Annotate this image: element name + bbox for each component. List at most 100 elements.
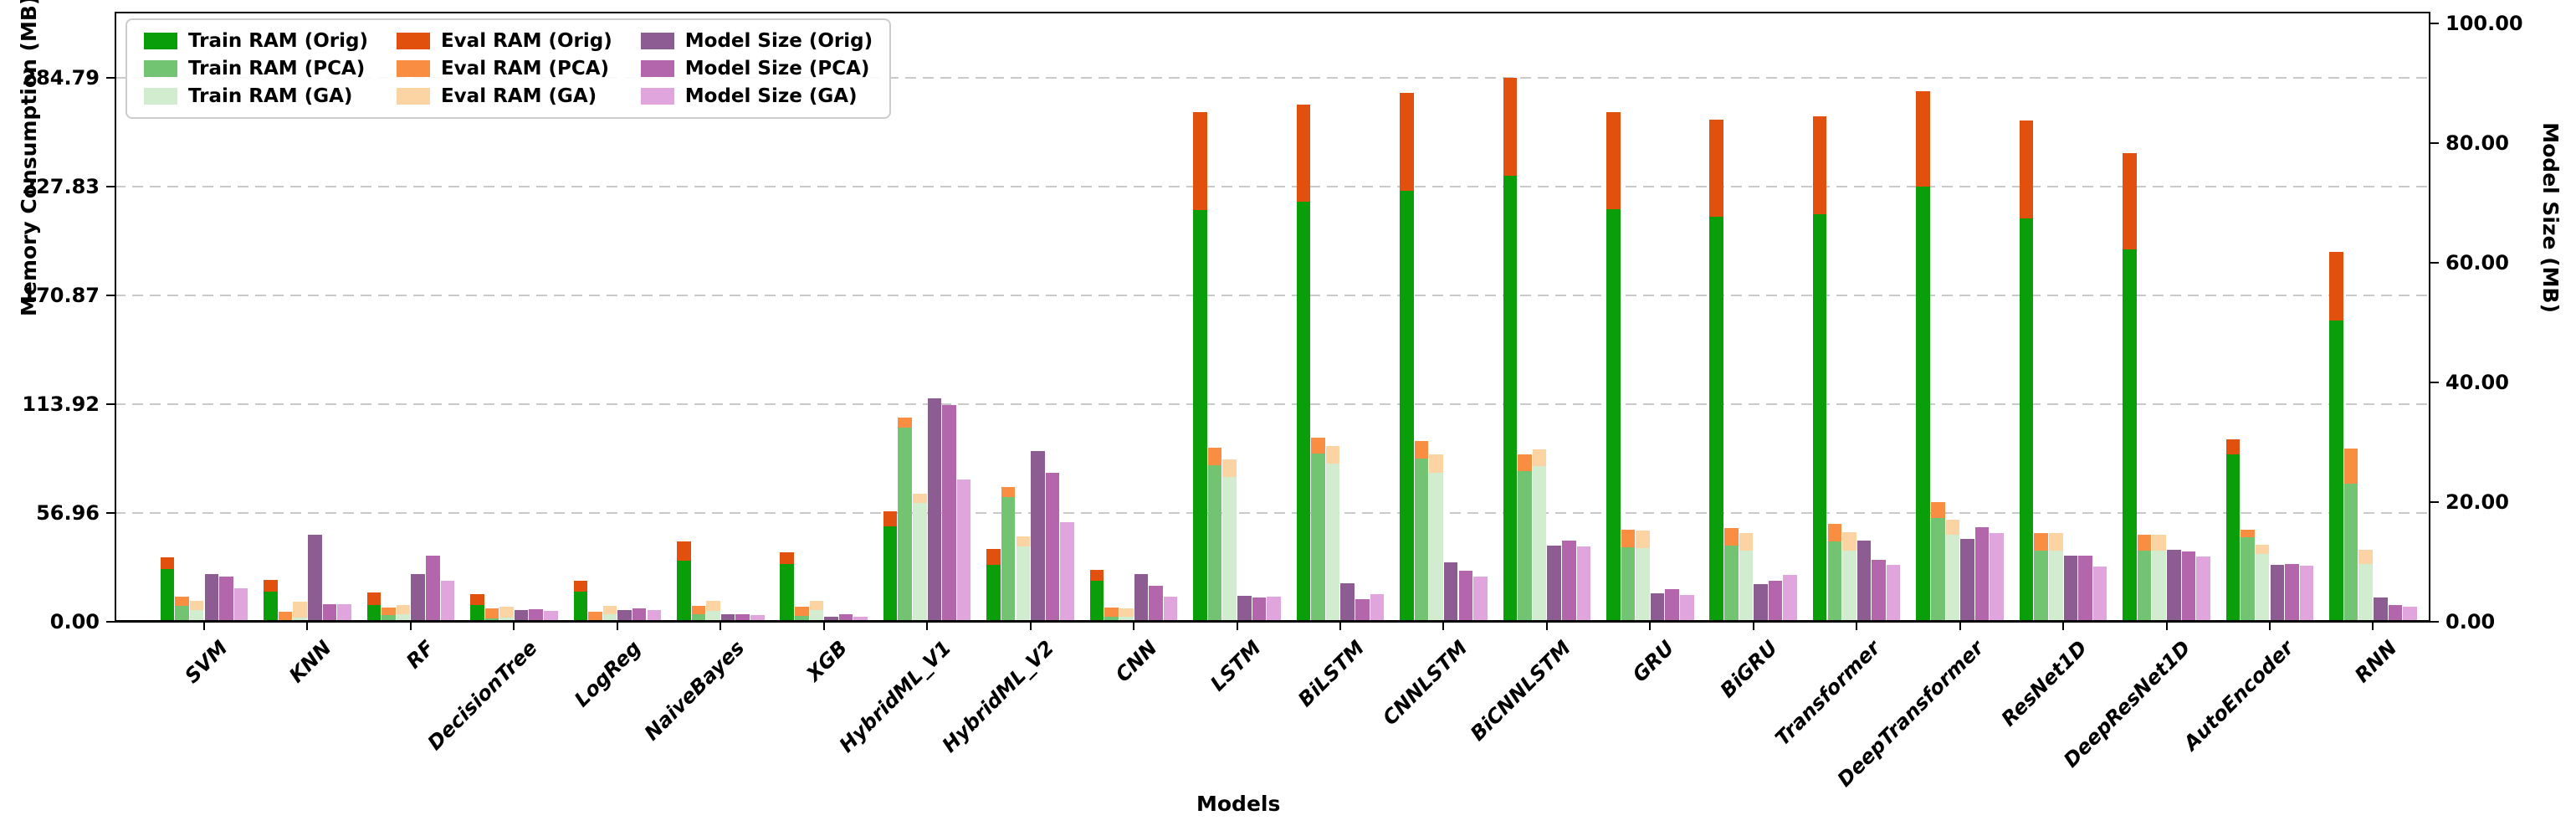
bar-eval-ga-RNN bbox=[2358, 549, 2373, 565]
bar-train-ga-NaiveBayes bbox=[706, 610, 720, 622]
bar-eval-ga-CNN bbox=[1119, 608, 1134, 618]
gridline bbox=[115, 295, 2430, 297]
bar-size-pca-NaiveBayes bbox=[735, 614, 750, 622]
x-tick-label-ResNet1D: ResNet1D bbox=[1996, 636, 2092, 731]
bar-eval-ga-BiGRU bbox=[1739, 533, 1754, 551]
bar-train-pca-GRU bbox=[1621, 547, 1636, 622]
bar-size-orig-BiLSTM bbox=[1340, 582, 1355, 622]
bar-eval-ga-ResNet1D bbox=[2049, 532, 2063, 551]
bar-eval-pca-CNNLSTM bbox=[1414, 440, 1429, 459]
legend-swatch-icon bbox=[640, 33, 674, 49]
bar-eval-orig-RNN bbox=[2329, 252, 2343, 321]
left-y-tick-label: 0.00 bbox=[49, 610, 100, 633]
left-y-axis-label: Memory Consumption (MB) bbox=[17, 0, 41, 316]
bar-size-pca-DeepTransformer bbox=[1974, 527, 1990, 622]
x-axis-label: Models bbox=[1196, 792, 1281, 816]
bar-train-orig-DecisionTree bbox=[470, 605, 484, 622]
legend-item: Model Size (GA) bbox=[640, 85, 873, 107]
bar-train-pca-CNNLSTM bbox=[1414, 459, 1429, 622]
bar-size-orig-CNN bbox=[1134, 573, 1149, 622]
bar-eval-ga-DeepTransformer bbox=[1945, 519, 1960, 536]
legend-label: Eval RAM (GA) bbox=[440, 85, 597, 107]
bar-train-ga-ResNet1D bbox=[2049, 550, 2063, 622]
top-spine bbox=[115, 12, 2430, 13]
right-y-axis-label: Model Size (MB) bbox=[2538, 122, 2563, 313]
right-y-tick-label: 100.00 bbox=[2445, 12, 2523, 36]
x-tickmark bbox=[926, 622, 929, 630]
bar-train-ga-BiCNNLSTM bbox=[1532, 466, 1547, 622]
bar-train-ga-LSTM bbox=[1222, 477, 1237, 622]
bar-size-orig-LogReg bbox=[617, 609, 632, 622]
bar-train-pca-DecisionTree bbox=[484, 618, 499, 622]
bar-train-orig-RNN bbox=[2329, 320, 2343, 622]
bar-eval-pca-DeepTransformer bbox=[1930, 501, 1945, 519]
bar-eval-pca-RNN bbox=[2343, 449, 2358, 484]
bar-eval-orig-AutoEncoder bbox=[2225, 439, 2241, 455]
bar-train-ga-Transformer bbox=[1842, 550, 1856, 622]
x-tickmark bbox=[409, 622, 412, 630]
bar-train-orig-XGB bbox=[780, 563, 794, 622]
bar-train-orig-CNN bbox=[1089, 580, 1104, 622]
bar-size-pca-LogReg bbox=[632, 608, 647, 622]
bar-eval-pca-HybridML_V2 bbox=[1001, 487, 1016, 498]
bar-eval-pca-BiLSTM bbox=[1311, 437, 1325, 454]
bar-eval-pca-DeepResNet1D bbox=[2137, 534, 2152, 551]
plot-area bbox=[115, 12, 2430, 623]
bar-train-ga-BiLSTM bbox=[1325, 464, 1340, 622]
bar-train-ga-XGB bbox=[809, 610, 824, 622]
bar-size-ga-LogReg bbox=[647, 609, 662, 622]
legend-label: Train RAM (GA) bbox=[188, 85, 353, 107]
bar-size-orig-HybridML_V1 bbox=[927, 397, 942, 622]
bar-size-ga-DeepTransformer bbox=[1990, 533, 2004, 622]
bar-train-ga-RNN bbox=[2358, 564, 2373, 622]
bar-eval-orig-ResNet1D bbox=[2019, 121, 2034, 219]
bar-eval-orig-DeepTransformer bbox=[1916, 91, 1930, 187]
x-tickmark bbox=[1236, 622, 1238, 630]
bar-train-pca-SVM bbox=[175, 605, 189, 622]
legend-swatch-icon bbox=[144, 60, 177, 77]
bar-eval-pca-LogReg bbox=[588, 612, 602, 621]
bar-size-ga-ResNet1D bbox=[2092, 567, 2107, 622]
bar-size-ga-SVM bbox=[233, 587, 248, 622]
bar-eval-pca-SVM bbox=[175, 596, 189, 606]
bar-train-pca-HybridML_V1 bbox=[898, 428, 913, 622]
bar-size-orig-SVM bbox=[204, 573, 219, 622]
bar-size-ga-KNN bbox=[337, 603, 351, 622]
legend-item: Train RAM (GA) bbox=[144, 85, 368, 107]
left-y-tick-label: 56.96 bbox=[36, 501, 100, 526]
bar-size-pca-RNN bbox=[2388, 605, 2403, 622]
bar-eval-orig-RF bbox=[366, 592, 382, 606]
legend-item: Eval RAM (GA) bbox=[396, 85, 612, 107]
bar-train-pca-NaiveBayes bbox=[691, 613, 706, 622]
legend-label: Eval RAM (PCA) bbox=[440, 58, 610, 79]
bar-eval-orig-XGB bbox=[780, 552, 794, 564]
left-y-tickmark bbox=[106, 621, 115, 623]
x-tickmark bbox=[1752, 622, 1754, 630]
legend-swatch-icon bbox=[640, 88, 674, 105]
bar-size-pca-HybridML_V1 bbox=[942, 405, 956, 622]
bar-eval-ga-RF bbox=[396, 605, 411, 614]
x-tickmark bbox=[720, 622, 722, 630]
left-y-tick-label: 227.83 bbox=[22, 175, 100, 199]
x-tickmark bbox=[1959, 622, 1961, 630]
bar-train-pca-CNN bbox=[1104, 617, 1119, 622]
x-tickmark bbox=[1442, 622, 1445, 630]
x-tickmark bbox=[822, 622, 825, 630]
right-y-tickmark bbox=[2430, 382, 2439, 384]
bar-train-orig-HybridML_V2 bbox=[986, 564, 1001, 622]
bar-train-orig-BiGRU bbox=[1709, 217, 1724, 622]
bar-train-ga-RF bbox=[396, 613, 411, 622]
bar-train-pca-LSTM bbox=[1207, 465, 1222, 622]
bar-eval-pca-HybridML_V1 bbox=[898, 418, 913, 428]
bar-size-pca-HybridML_V2 bbox=[1045, 473, 1060, 622]
bar-eval-ga-XGB bbox=[809, 600, 824, 611]
bar-eval-pca-XGB bbox=[795, 607, 809, 617]
bar-eval-ga-BiCNNLSTM bbox=[1532, 449, 1547, 467]
bar-size-ga-HybridML_V2 bbox=[1060, 521, 1074, 622]
right-y-tickmark bbox=[2430, 262, 2439, 264]
bar-train-ga-KNN bbox=[293, 617, 307, 622]
bar-eval-ga-LSTM bbox=[1222, 459, 1237, 478]
bar-size-orig-AutoEncoder bbox=[2270, 565, 2285, 622]
x-tickmark bbox=[1856, 622, 1858, 630]
